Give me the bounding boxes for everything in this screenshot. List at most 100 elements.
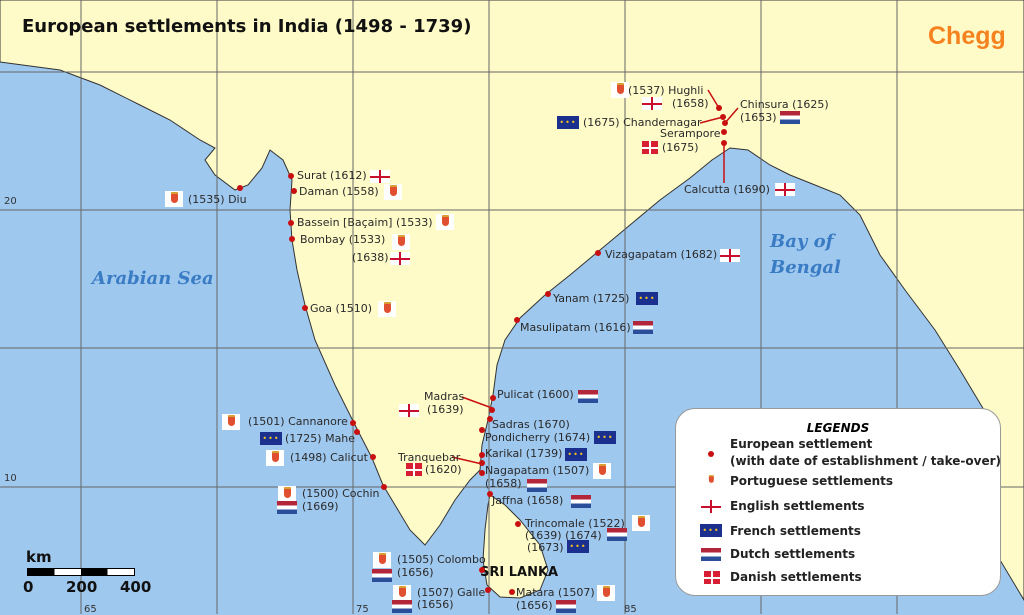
settlement-label: (1653): [740, 111, 777, 124]
settlement-label: (1500) Cochin: [302, 487, 380, 500]
settlement-dot: [288, 220, 294, 226]
portuguese-flag-icon: [373, 552, 391, 568]
english-flag-icon: [399, 404, 419, 417]
settlement-dot: [479, 427, 485, 433]
bay-of-bengal-label-line1: Bay of: [770, 231, 834, 252]
settlement-dot: [722, 120, 728, 126]
settlement-label: Jaffna (1658): [492, 494, 564, 507]
portuguese-flag-icon: [165, 191, 183, 207]
settlement-label: (1639): [427, 403, 464, 416]
dutch-flag-icon: [780, 111, 800, 124]
english-flag-icon: [642, 97, 662, 110]
french-flag-icon: •••: [636, 292, 658, 305]
settlement-label: Chinsura (1625): [740, 98, 829, 111]
dutch-flag-icon: [277, 501, 297, 514]
dutch-flag-icon: [578, 390, 598, 403]
portuguese-flag-icon: [597, 585, 615, 601]
scale-tick-400: 400: [120, 578, 152, 596]
french-flag-icon: •••: [700, 524, 722, 537]
settlement-label: (1656): [397, 566, 434, 579]
map-title: European settlements in India (1498 - 17…: [22, 16, 472, 37]
settlement-label: (1658): [672, 97, 709, 110]
settlement-label: Matara (1507): [516, 586, 595, 599]
scale-tick-200: 200: [66, 578, 98, 596]
legend-title: LEGENDS: [806, 421, 870, 435]
sri-lanka-label: SRI LANKA: [480, 565, 559, 580]
settlement-label: Madras: [424, 390, 465, 403]
english-flag-icon: [720, 249, 740, 262]
settlement-label: (1537) Hughli: [628, 84, 704, 97]
settlement-label: (1669): [302, 500, 339, 513]
dutch-flag-icon: [571, 495, 591, 508]
sri-lanka-island: [482, 494, 549, 599]
settlement-label: (1673): [527, 541, 564, 554]
scale-unit: km: [26, 548, 52, 566]
english-flag-icon: [775, 183, 795, 196]
settlement-label: Surat (1612): [297, 169, 367, 182]
settlement-label: (1725) Mahe: [285, 432, 356, 445]
settlement-dot: [479, 460, 485, 466]
portuguese-flag-icon: [378, 301, 396, 317]
lon-label-75: 75: [356, 604, 369, 615]
portuguese-flag-icon: [436, 214, 454, 230]
settlement-label: Vizagapatam (1682): [605, 248, 718, 261]
settlement-dot: [350, 420, 356, 426]
settlement-dot: [545, 291, 551, 297]
lat-label-20: 20: [4, 196, 17, 207]
settlement-dot: [302, 305, 308, 311]
scale-bar-graphic: [27, 568, 135, 576]
settlement-dot: [489, 407, 495, 413]
dutch-flag-icon: [372, 569, 392, 582]
settlement-dot: [595, 250, 601, 256]
portuguese-flag-icon: [611, 82, 629, 98]
legend-label-french: French settlements: [730, 524, 861, 538]
settlement-label: (1535) Diu: [188, 193, 247, 206]
dutch-flag-icon: [633, 321, 653, 334]
settlement-dot: [514, 317, 520, 323]
french-flag-icon: •••: [567, 540, 589, 553]
lat-label-10: 10: [4, 473, 17, 484]
settlement-label: Calcutta (1690): [684, 183, 770, 196]
settlement-label: (1620): [425, 463, 462, 476]
dutch-flag-icon: [701, 548, 721, 561]
settlement-label: (1501) Cannanore: [248, 415, 348, 428]
french-flag-icon: •••: [260, 432, 282, 445]
settlement-dot: [237, 185, 243, 191]
french-flag-icon: •••: [565, 448, 587, 461]
settlement-dot: [479, 470, 485, 476]
settlement-label: Trincomale (1522): [525, 517, 625, 530]
settlement-dot: [479, 567, 485, 573]
settlement-label: (1675): [662, 141, 699, 154]
english-flag-icon: [370, 170, 390, 183]
portuguese-flag-icon: [593, 463, 611, 479]
settlement-label: (1498) Calicut: [290, 451, 368, 464]
portuguese-flag-icon: [222, 414, 240, 430]
lon-label-85: 85: [624, 604, 637, 615]
arabian-sea-label: Arabian Sea: [92, 268, 214, 289]
settlement-dot-icon: [708, 451, 714, 457]
portuguese-flag-icon: [278, 486, 296, 502]
settlement-dot: [487, 491, 493, 497]
settlement-label: Nagapatam (1507): [485, 464, 590, 477]
french-flag-icon: •••: [557, 116, 579, 129]
settlement-label: Yanam (1725): [553, 292, 630, 305]
settlement-dot: [509, 589, 515, 595]
settlement-dot: [515, 521, 521, 527]
settlement-dot: [381, 484, 387, 490]
portuguese-flag-icon: [393, 585, 411, 601]
english-flag-icon: [698, 500, 724, 513]
settlement-label: (1658): [485, 477, 522, 490]
settlement-label: (1656): [417, 598, 454, 611]
portuguese-flag-icon: [392, 234, 410, 250]
settlement-dot: [479, 452, 485, 458]
dutch-flag-icon: [556, 600, 576, 613]
portuguese-flag-icon: [632, 515, 650, 531]
settlement-label: (1656): [516, 599, 553, 612]
legend-label-dutch: Dutch settlements: [730, 547, 856, 561]
settlement-dot: [490, 395, 496, 401]
bay-of-bengal-label-line2: Bengal: [770, 257, 841, 278]
scale-tick-0: 0: [23, 578, 34, 596]
settlement-dot: [485, 587, 491, 593]
settlement-dot: [370, 454, 376, 460]
legend: LEGENDS European settlement (with date o…: [675, 408, 1001, 596]
